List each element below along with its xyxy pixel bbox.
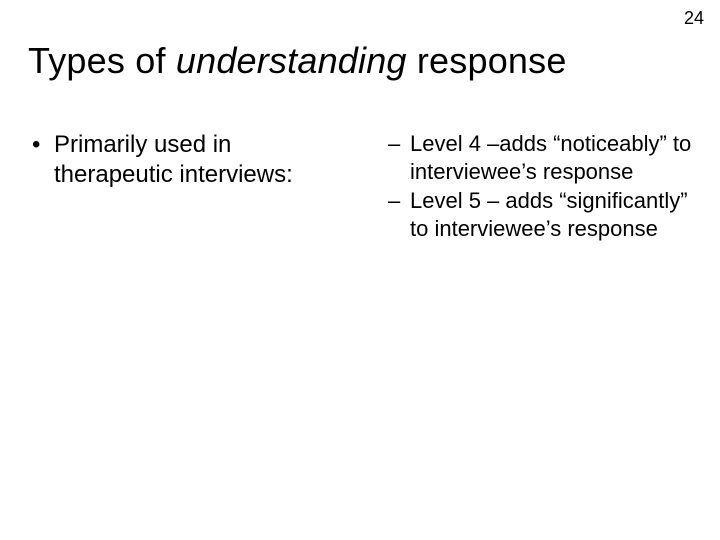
left-column: Primarily used in therapeutic interviews…	[28, 130, 350, 244]
right-sub-item: Level 5 – adds “significantly” to interv…	[388, 187, 692, 242]
left-bullet-item: Primarily used in therapeutic interviews…	[28, 130, 350, 190]
slide-title: Types of understanding response	[28, 40, 567, 82]
right-column: Level 4 –adds “noticeably” to interviewe…	[370, 130, 692, 244]
right-sub-item: Level 4 –adds “noticeably” to interviewe…	[388, 130, 692, 185]
title-italic: understanding	[176, 40, 407, 81]
left-bullet-text: Primarily used in therapeutic interviews…	[54, 131, 293, 188]
slide: 24 Types of understanding response Prima…	[0, 0, 720, 540]
left-bullet-list: Primarily used in therapeutic interviews…	[28, 130, 350, 190]
title-suffix: response	[407, 40, 567, 81]
right-sub-list: Level 4 –adds “noticeably” to interviewe…	[370, 130, 692, 242]
content-columns: Primarily used in therapeutic interviews…	[28, 130, 692, 244]
page-number: 24	[684, 8, 704, 29]
title-prefix: Types of	[28, 40, 176, 81]
right-sub-text: Level 5 – adds “significantly” to interv…	[410, 188, 688, 241]
right-sub-text: Level 4 –adds “noticeably” to interviewe…	[410, 131, 691, 184]
